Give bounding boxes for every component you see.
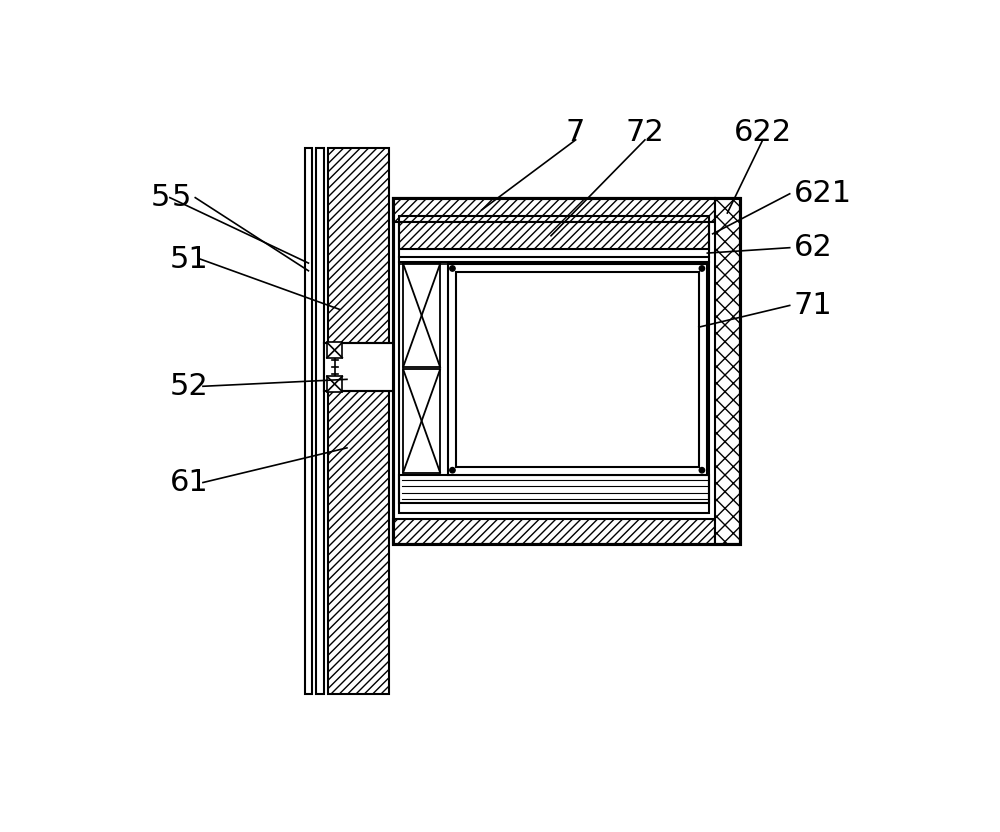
- Bar: [715, 198, 740, 544]
- Bar: [403, 369, 440, 473]
- Bar: [324, 343, 393, 391]
- Text: 71: 71: [794, 291, 832, 320]
- Text: 5: 5: [150, 183, 170, 212]
- Text: 622: 622: [734, 117, 792, 146]
- Text: 51: 51: [170, 245, 209, 274]
- Circle shape: [450, 265, 455, 271]
- Circle shape: [699, 265, 705, 271]
- Bar: [403, 264, 440, 367]
- Bar: [456, 271, 699, 467]
- Bar: [316, 147, 324, 694]
- Text: 7: 7: [566, 117, 585, 146]
- Bar: [305, 147, 312, 694]
- Text: 5: 5: [172, 183, 192, 212]
- Text: 621: 621: [794, 179, 852, 208]
- Bar: [393, 198, 740, 544]
- Text: 72: 72: [626, 117, 664, 146]
- Bar: [327, 376, 342, 392]
- Bar: [393, 198, 715, 222]
- Bar: [327, 343, 342, 358]
- Bar: [399, 216, 709, 513]
- Bar: [399, 475, 709, 503]
- Bar: [393, 519, 715, 544]
- Circle shape: [699, 468, 705, 473]
- Text: 52: 52: [170, 372, 209, 401]
- Bar: [399, 222, 709, 250]
- Text: 62: 62: [794, 233, 832, 262]
- Bar: [448, 264, 707, 475]
- Bar: [328, 147, 389, 694]
- Circle shape: [450, 468, 455, 473]
- Text: 61: 61: [170, 468, 209, 497]
